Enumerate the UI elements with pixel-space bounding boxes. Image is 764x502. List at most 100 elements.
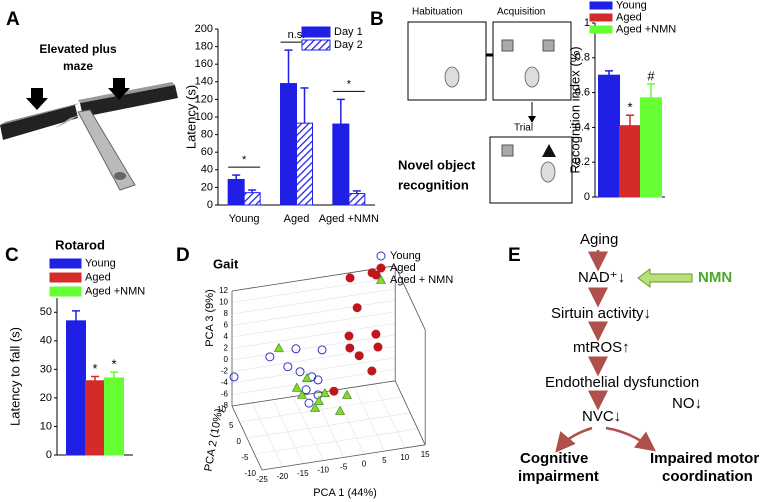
- panel-label: A: [6, 9, 20, 30]
- legend-label: Day 2: [334, 39, 363, 51]
- bar: [640, 97, 662, 198]
- point: [310, 402, 321, 412]
- chart-title: Gait: [213, 256, 239, 271]
- legend-label: Aged + NMN: [390, 274, 453, 286]
- z-tick-label: 10: [217, 405, 226, 414]
- panel-label: E: [508, 245, 521, 266]
- axis-edge: [231, 405, 263, 471]
- bar: [598, 74, 620, 198]
- y-tick-label: 180: [195, 41, 213, 53]
- y-tick-label: 4: [224, 332, 229, 341]
- significance-label: *: [347, 78, 352, 90]
- bar: [227, 178, 245, 206]
- y-tick-label: 0: [584, 191, 590, 203]
- y-tick-label: 12: [219, 286, 228, 295]
- grid-line: [231, 369, 396, 395]
- stage-label: Trial: [514, 123, 533, 134]
- legend-swatch: [589, 1, 613, 10]
- y-tick-label: 0: [46, 449, 52, 461]
- grid-line: [231, 346, 396, 372]
- axis-edge: [394, 265, 426, 330]
- grid-line: [231, 357, 396, 384]
- panel-label: D: [176, 245, 190, 266]
- bar: [85, 380, 105, 456]
- nor-label: recognition: [398, 177, 469, 192]
- outcome: coordination: [662, 468, 753, 485]
- grid-line: [246, 412, 411, 439]
- bar: [66, 320, 86, 456]
- bar: [619, 125, 641, 198]
- y-axis-label: Latency to fall (s): [7, 327, 22, 426]
- z-axis-label: PCA 2 (10%): [202, 408, 225, 473]
- grid-line: [231, 277, 396, 303]
- y-tick-label: 10: [40, 420, 52, 432]
- y-tick-label: 0.4: [575, 121, 590, 133]
- grid-line: [231, 323, 396, 349]
- side-node: NO↓: [672, 395, 702, 412]
- axis-edge: [231, 265, 396, 292]
- node: NAD⁺↓: [578, 269, 625, 286]
- z-tick-label: -10: [244, 469, 256, 478]
- y-tick-label: 0: [224, 355, 229, 364]
- axis-edge: [231, 380, 396, 407]
- point: [291, 382, 302, 392]
- pathway-diagram: Aging NAD⁺↓ Sirtuin activity↓ mtROS↑ End…: [518, 231, 759, 485]
- panel-label: B: [370, 9, 384, 30]
- legend-label: Aged: [85, 271, 111, 283]
- y-tick-label: 160: [195, 58, 213, 70]
- point: [317, 345, 327, 355]
- significance-label: #: [647, 68, 655, 83]
- y-axis-label: Latency (s): [183, 85, 198, 149]
- legend-swatch: [301, 26, 331, 38]
- significance-label: *: [92, 361, 97, 376]
- x-tick-label: 10: [400, 453, 409, 462]
- legend-swatch: [589, 13, 613, 22]
- point: [371, 329, 381, 339]
- y-tick-label: 200: [195, 23, 213, 35]
- grid-line: [231, 311, 396, 338]
- x-tick-label: Young: [229, 213, 260, 225]
- point: [341, 389, 352, 399]
- legend-label: Day 1: [334, 26, 363, 38]
- node: Sirtuin activity↓: [551, 305, 651, 322]
- legend-label: Aged: [390, 262, 416, 274]
- node: Aging: [580, 231, 618, 248]
- bar: [280, 83, 297, 206]
- point: [335, 405, 346, 415]
- point: [313, 395, 324, 405]
- x-tick-label: -15: [297, 469, 309, 478]
- bar: [348, 193, 366, 206]
- point: [371, 270, 381, 280]
- bar: [243, 192, 261, 206]
- y-tick-label: 1: [584, 17, 590, 29]
- legend-swatch: [49, 258, 82, 269]
- stage-label: Habituation: [412, 7, 463, 18]
- y-tick-label: 0: [207, 199, 213, 211]
- x-tick-label: 5: [382, 456, 387, 465]
- legend-label: Young: [616, 0, 647, 11]
- y-tick-label: 20: [40, 392, 52, 404]
- y-tick-label: 8: [224, 309, 229, 318]
- significance-label: *: [242, 154, 247, 166]
- node: Endothelial dysfunction: [545, 374, 699, 391]
- point: [373, 342, 383, 352]
- y-tick-label: 80: [201, 129, 213, 141]
- point: [344, 331, 354, 341]
- point: [283, 362, 293, 372]
- significance-label: n.s.: [288, 29, 306, 41]
- x-tick-label: -25: [256, 475, 268, 484]
- x-tick-label: Aged: [284, 213, 310, 225]
- significance-label: *: [627, 100, 632, 115]
- x-tick-label: Aged +NMN: [319, 213, 379, 225]
- point: [319, 388, 330, 397]
- y-tick-label: 30: [40, 363, 52, 375]
- x-tick-label: -10: [317, 466, 329, 475]
- point: [297, 389, 308, 399]
- y-tick-label: -8: [221, 401, 229, 410]
- point: [367, 366, 377, 376]
- z-tick-label: -5: [241, 453, 249, 462]
- z-tick-label: 0: [237, 437, 242, 446]
- z-tick-label: 5: [229, 421, 234, 430]
- legend-swatch: [589, 25, 613, 34]
